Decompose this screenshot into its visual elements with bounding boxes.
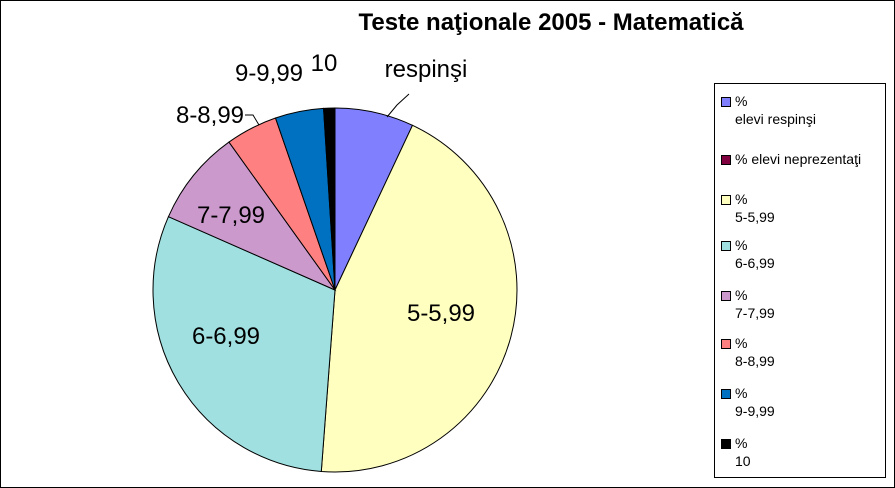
pie-slice-3 (152, 216, 336, 473)
legend-swatch (721, 339, 731, 349)
leader-line-5 (245, 114, 260, 126)
legend-swatch (721, 439, 731, 449)
legend-label: % 8-8,99 (735, 335, 775, 369)
legend-label: % 10 (735, 435, 751, 469)
legend-swatch (721, 389, 731, 399)
slice-label-1: respinşi (385, 56, 468, 83)
legend-swatch (721, 291, 731, 301)
legend-swatch (721, 155, 731, 165)
slice-label-4: 7-7,99 (197, 202, 265, 229)
legend-label: % elevi respinşi (735, 93, 816, 127)
slice-label-2: 5-5,99 (407, 300, 475, 327)
slice-label-6: 9-9,99 (235, 60, 303, 87)
legend-label: % 5-5,99 (735, 191, 775, 225)
legend-label: % 7-7,99 (735, 287, 775, 321)
legend: % elevi respinşi % elevi neprezentaţi % 5-… (714, 83, 886, 478)
legend-swatch (721, 97, 731, 107)
leader-line-1 (386, 93, 410, 118)
slice-label-3: 6-6,99 (192, 323, 260, 350)
slice-label-5: 8-8,99 (176, 102, 244, 129)
legend-swatch (721, 195, 731, 205)
legend-swatch (721, 241, 731, 251)
legend-label: % 6-6,99 (735, 237, 775, 271)
pie-slice-7 (323, 107, 336, 291)
legend-label: % 9-9,99 (735, 385, 775, 419)
pie-slice-4 (167, 141, 337, 292)
chart-title: Teste naţionale 2005 - Matematică (358, 9, 744, 36)
legend-label: % elevi neprezentaţi (735, 151, 862, 167)
slice-label-7: 10 (311, 50, 338, 77)
pie-slice-2 (320, 124, 518, 473)
